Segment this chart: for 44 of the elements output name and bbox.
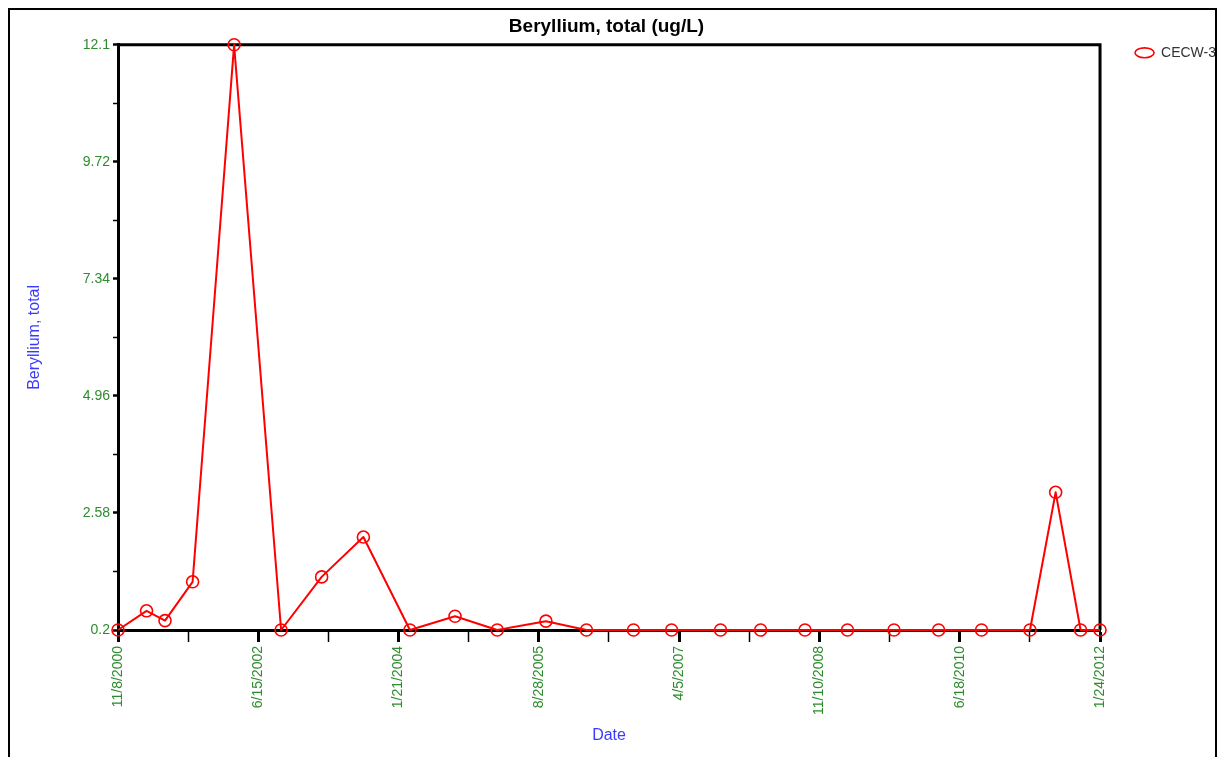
y-tick-label: 4.96: [82, 386, 111, 403]
y-tick-label: 0.2: [90, 620, 111, 637]
point: [403, 623, 417, 637]
y-tick-label: 7.34: [82, 269, 111, 286]
point: [1048, 485, 1063, 500]
y-tick-label: 12.1: [82, 35, 111, 52]
point: [490, 623, 505, 637]
x-tick-label: 6/18/2010: [950, 645, 967, 709]
point: [1073, 623, 1088, 637]
legend-label: CECW-3: [1161, 43, 1217, 60]
point: [798, 623, 812, 637]
point: [274, 623, 288, 637]
y-axis-title: Beryllium, total: [25, 284, 43, 390]
point: [1093, 623, 1107, 637]
point: [539, 614, 553, 628]
x-tick-label: 11/8/2000: [108, 645, 125, 708]
x-tick-label: 11/10/2008: [810, 645, 827, 716]
chart-title: Beryllium, total (ug/L): [508, 14, 705, 36]
y-tick-label: 2.58: [82, 503, 111, 520]
point: [227, 38, 241, 52]
point: [111, 623, 125, 637]
point: [931, 623, 946, 637]
point: [753, 623, 768, 637]
point: [158, 613, 172, 628]
x-tick-label: 8/28/2005: [529, 645, 546, 709]
x-tick-label: 4/5/2007: [669, 645, 686, 701]
x-tick-label: 6/15/2002: [248, 645, 265, 709]
point: [185, 575, 200, 589]
point: [314, 570, 329, 584]
x-axis-title: Date: [592, 725, 627, 743]
point: [356, 530, 371, 544]
point: [974, 623, 989, 637]
point: [664, 623, 679, 637]
point: [713, 623, 728, 637]
point: [139, 604, 154, 618]
point: [579, 623, 594, 637]
point: [626, 623, 641, 637]
point: [887, 623, 901, 637]
point: [1023, 623, 1037, 637]
y-tick-label: 9.72: [82, 152, 111, 169]
point: [840, 623, 855, 637]
point: [448, 609, 462, 624]
x-tick-label: 1/24/2012: [1090, 645, 1107, 709]
x-tick-label: 1/21/2004: [389, 645, 406, 709]
